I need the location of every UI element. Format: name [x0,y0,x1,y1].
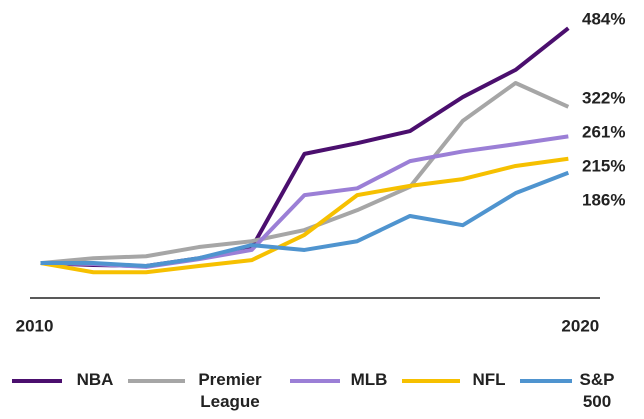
legend-swatch [290,379,340,383]
legend-item: NBA [12,369,120,391]
end-label: 215% [582,156,625,175]
legend-swatch [520,379,572,383]
series-line [40,80,570,266]
plot: 2010 2020 484% 322% 261% 215% 186% [16,10,626,336]
x-tick-label: 2010 [16,316,54,335]
end-label: 261% [582,122,625,141]
legend-swatch [402,379,460,383]
legend-swatch [12,379,62,383]
legend-label: Premier League [198,370,262,411]
legend-label: MLB [350,370,388,389]
legend-item: S&P 500 [520,369,620,413]
series-line [40,170,570,268]
x-tick-label: 2020 [561,316,599,335]
end-label: 186% [582,190,625,209]
legend-item: MLB [290,369,394,391]
end-label: 484% [582,10,625,29]
legend-label: S&P 500 [579,370,615,411]
legend-item: Premier League [128,369,272,413]
legend-item: NFL [402,369,514,391]
end-label: 322% [582,88,625,107]
legend-swatch [128,379,185,383]
legend-label: NFL [472,370,506,389]
legend-label: NBA [76,370,114,389]
series-line [40,156,569,275]
